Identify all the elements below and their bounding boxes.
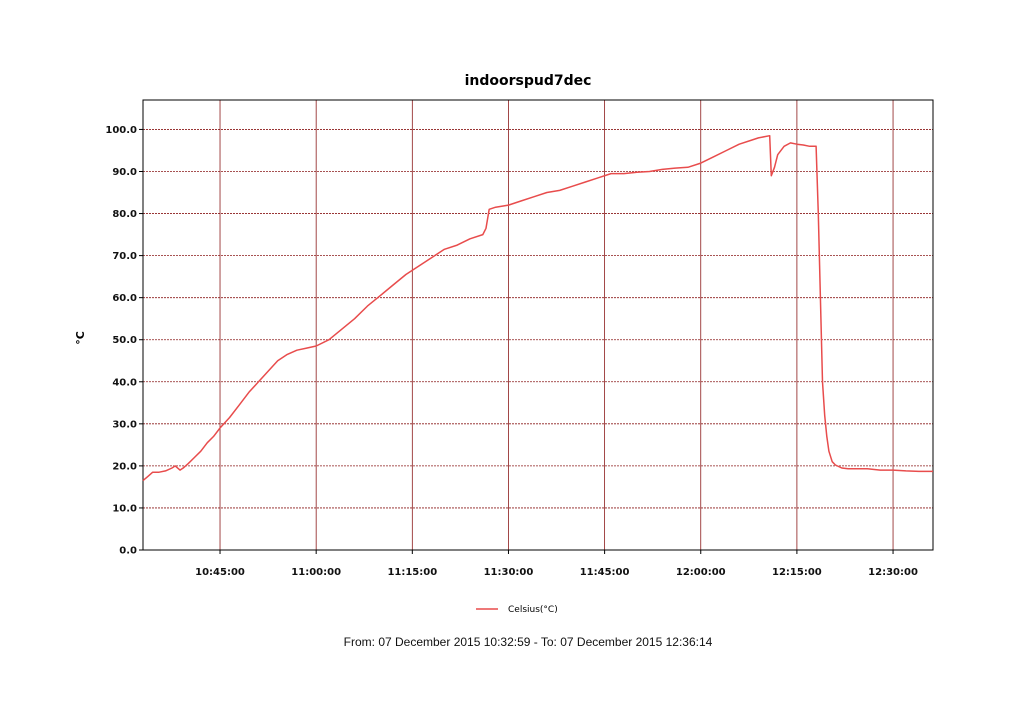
y-axis-ticks: 0.0 10.0 20.0 30.0 40.0 50.0 60.0 70.0 80.0 90.0 1… (105, 125, 143, 557)
y-tick-label: 50.0 (112, 335, 137, 346)
x-tick-label: 10:45:00 (195, 567, 245, 578)
legend-label: Celsius(°C) (508, 605, 558, 615)
y-tick-label: 90.0 (112, 167, 137, 178)
time-range-footer: From: 07 December 2015 10:32:59 - To: 07… (344, 635, 713, 649)
chart-title: indoorspud7dec (465, 73, 592, 89)
y-tick-label: 20.0 (112, 461, 137, 472)
x-tick-label: 11:00:00 (291, 567, 341, 578)
y-axis-label: °C (74, 331, 87, 345)
y-tick-label: 60.0 (112, 293, 137, 304)
x-tick-label: 12:30:00 (868, 567, 918, 578)
y-tick-label: 80.0 (112, 209, 137, 220)
y-tick-label: 0.0 (119, 546, 137, 557)
x-tick-label: 12:00:00 (676, 567, 726, 578)
series-line-celsius (142, 134, 933, 482)
x-tick-label: 11:45:00 (580, 567, 630, 578)
x-tick-label: 11:30:00 (484, 567, 534, 578)
y-tick-label: 100.0 (105, 125, 137, 136)
x-tick-label: 12:15:00 (772, 567, 822, 578)
y-tick-label: 70.0 (112, 251, 137, 262)
plot-area-frame (142, 99, 934, 551)
y-tick-label: 10.0 (112, 503, 137, 514)
x-tick-label: 11:15:00 (387, 567, 437, 578)
legend: Celsius(°C) (476, 605, 558, 615)
series-layer (142, 134, 933, 482)
x-axis-ticks: 10:45:00 11:00:00 11:15:00 11:30:00 11:45:00… (195, 550, 918, 578)
y-tick-label: 40.0 (112, 377, 137, 388)
grid (143, 100, 933, 550)
y-tick-label: 30.0 (112, 419, 137, 430)
